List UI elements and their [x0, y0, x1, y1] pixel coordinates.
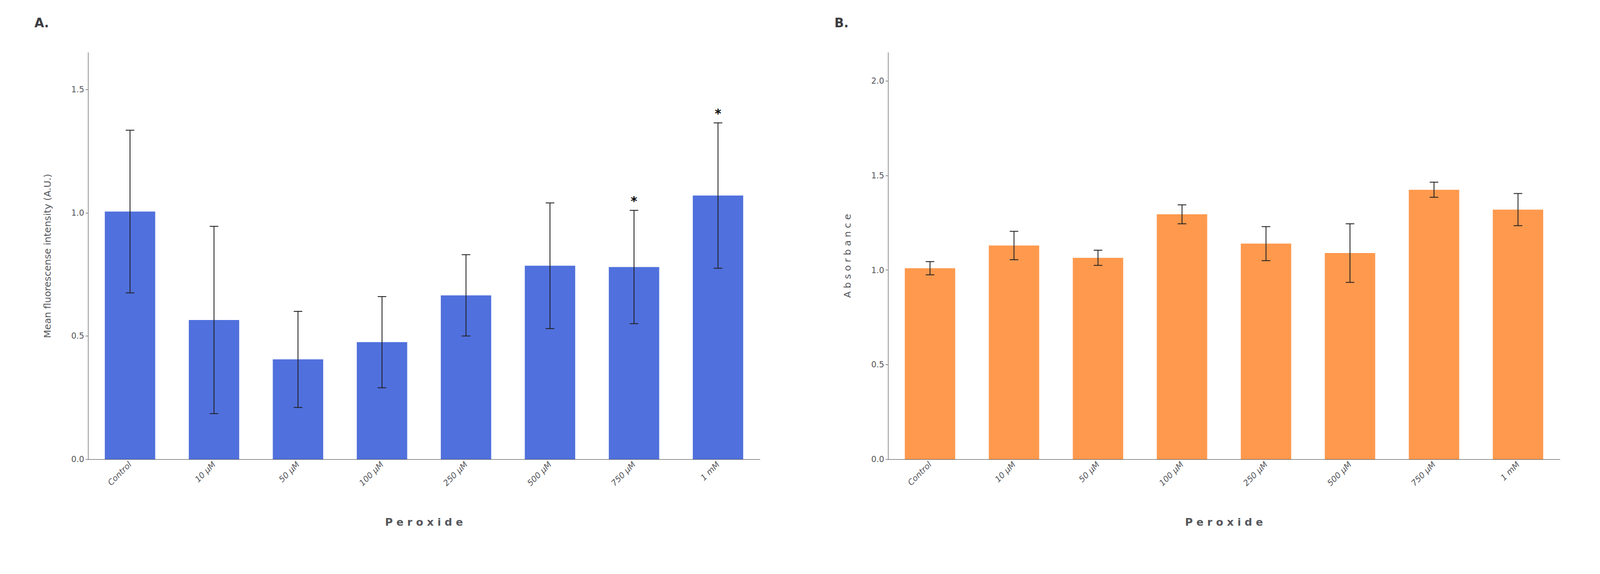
svg-text:*: * [714, 106, 722, 121]
svg-text:10 μM: 10 μM [192, 459, 218, 484]
svg-text:750 μM: 750 μM [1409, 459, 1438, 488]
svg-text:0.0: 0.0 [71, 454, 85, 464]
svg-text:0.5: 0.5 [871, 359, 885, 370]
svg-text:100 μM: 100 μM [357, 459, 386, 488]
svg-text:250 μM: 250 μM [1241, 459, 1270, 488]
svg-text:2.0: 2.0 [871, 76, 885, 86]
svg-text:1.0: 1.0 [71, 208, 85, 218]
svg-text:Control: Control [905, 459, 934, 488]
svg-text:1 mM: 1 mM [698, 459, 722, 483]
svg-text:50 μM: 50 μM [1076, 459, 1102, 484]
svg-text:*: * [630, 194, 638, 209]
svg-text:500 μM: 500 μM [525, 459, 554, 488]
svg-text:1.5: 1.5 [71, 84, 85, 95]
svg-text:1.5: 1.5 [871, 170, 885, 181]
svg-text:B.: B. [834, 15, 849, 31]
svg-text:50 μM: 50 μM [276, 459, 302, 484]
svg-text:500 μM: 500 μM [1325, 459, 1354, 488]
svg-text:Mean fluorescense intensity (A: Mean fluorescense intensity (A.U.) [41, 173, 54, 338]
svg-text:10 μM: 10 μM [992, 459, 1018, 484]
svg-text:Control: Control [105, 459, 134, 488]
svg-text:P e r o x i d e: P e r o x i d e [384, 515, 463, 528]
svg-text:1.0: 1.0 [871, 265, 885, 275]
svg-text:250 μM: 250 μM [441, 459, 470, 488]
svg-text:A b s o r b a n c e: A b s o r b a n c e [841, 213, 854, 298]
svg-text:0.5: 0.5 [71, 330, 85, 341]
svg-text:A.: A. [34, 15, 49, 31]
svg-text:1 mM: 1 mM [1498, 459, 1522, 483]
svg-text:0.0: 0.0 [871, 454, 885, 464]
svg-text:P e r o x i d e: P e r o x i d e [1184, 515, 1263, 528]
svg-text:100 μM: 100 μM [1157, 459, 1186, 488]
svg-text:750 μM: 750 μM [609, 459, 638, 488]
